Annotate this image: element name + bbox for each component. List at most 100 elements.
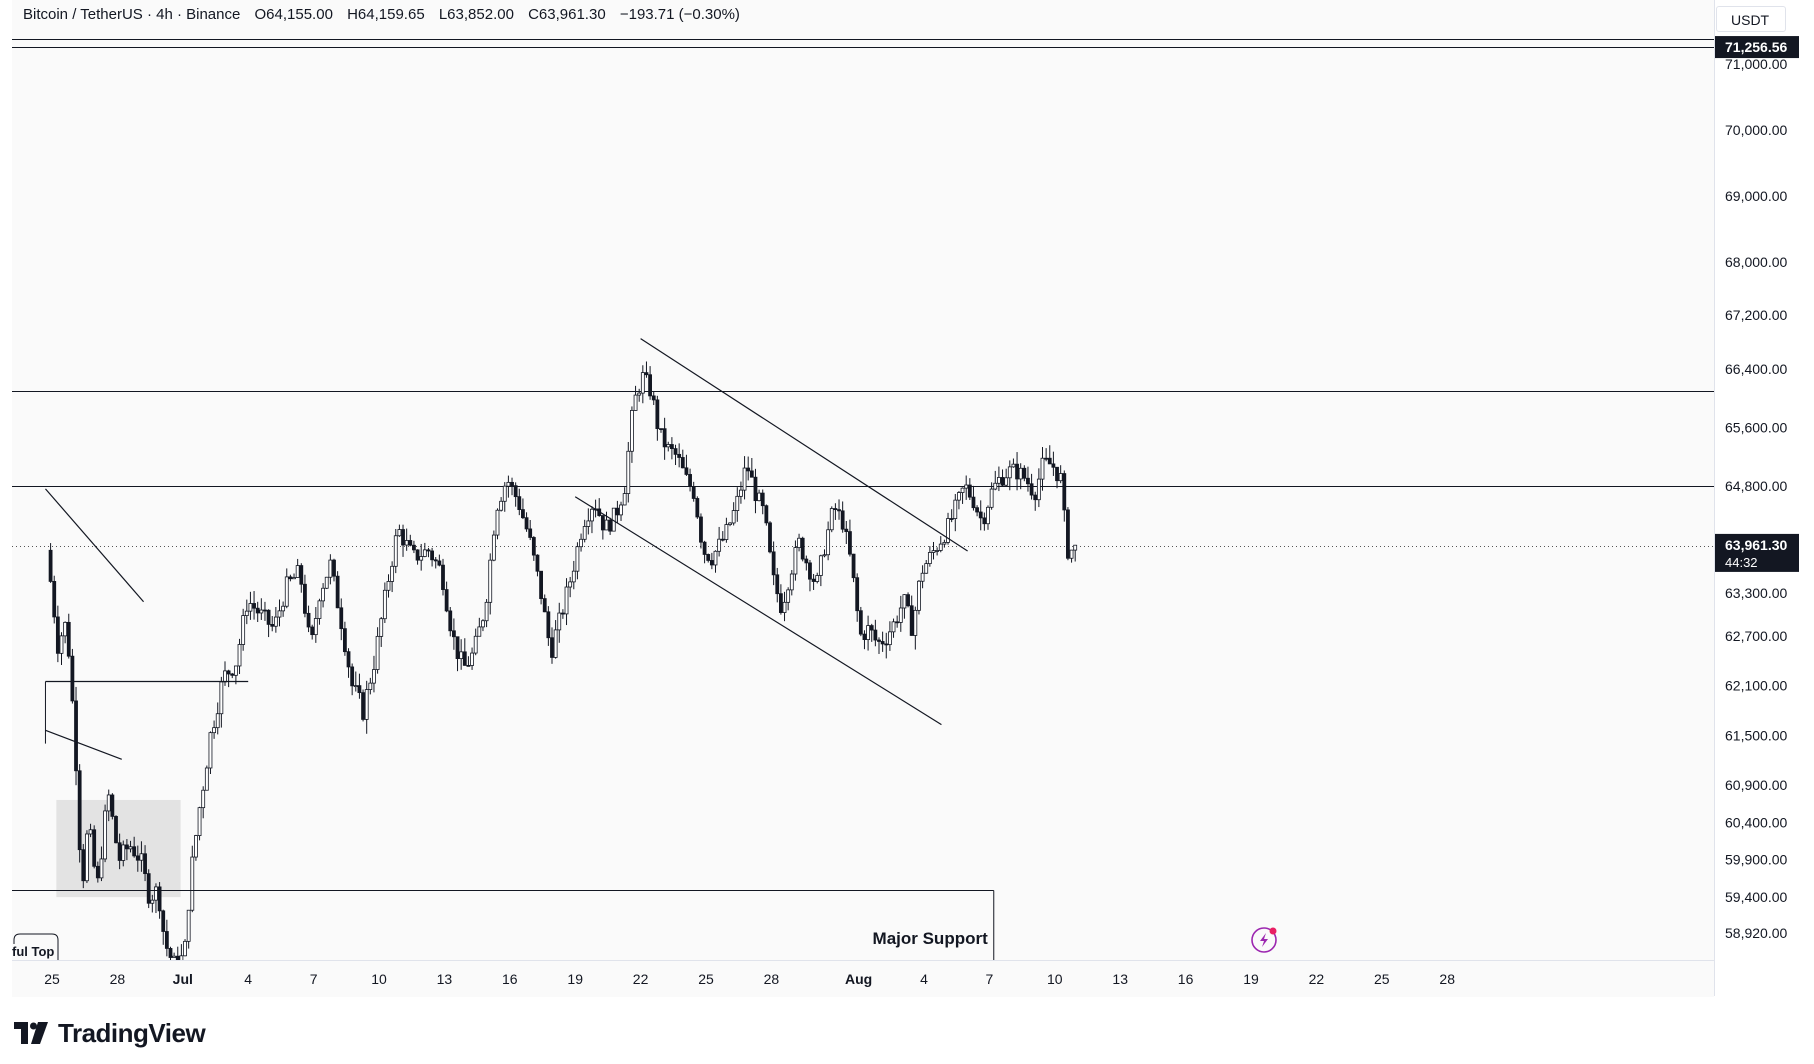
candle-43: [204, 765, 209, 791]
candle-body: [419, 556, 424, 561]
candle-146: [579, 533, 583, 552]
candle-21: [124, 839, 129, 861]
candle-136: [542, 594, 547, 613]
candle-187: [728, 522, 732, 527]
candle-56: [252, 591, 256, 620]
currency-selector[interactable]: USDT: [1716, 6, 1786, 32]
candle-body: [350, 666, 355, 687]
candle-body: [553, 629, 558, 658]
candle-body: [673, 448, 678, 455]
candle-body: [869, 625, 874, 631]
candle-body: [749, 470, 754, 478]
candle-138: [550, 627, 554, 664]
chart-area[interactable]: Major Support ful Top: [12, 0, 1714, 960]
candle-body: [699, 516, 703, 543]
candle-body: [197, 807, 202, 836]
candle-body: [1058, 473, 1063, 482]
candle-215: [829, 506, 834, 533]
candle-body: [586, 520, 591, 527]
candle-body: [862, 633, 867, 641]
candle-body: [844, 528, 849, 532]
candle-14: [99, 846, 104, 882]
candle-237: [909, 595, 914, 636]
candle-106: [433, 557, 438, 569]
candle-47: [219, 676, 224, 728]
candle-76: [324, 576, 329, 590]
candle-body: [528, 528, 533, 538]
candle-body: [284, 576, 289, 607]
candle-230: [884, 632, 889, 659]
candle-93: [386, 574, 391, 598]
candle-247: [946, 512, 950, 545]
candle-213: [822, 549, 827, 558]
candle-body: [448, 610, 453, 632]
candle-204: [789, 570, 794, 596]
candle-body: [103, 810, 107, 860]
ohlc-close: C63,961.30: [528, 6, 606, 23]
price-label-0: 71,256.56: [1725, 39, 1787, 55]
candle-body: [277, 610, 282, 618]
candle-body: [124, 844, 129, 850]
candle-body: [993, 482, 998, 490]
candle-67: [292, 573, 296, 580]
candle-body: [157, 886, 162, 912]
candle-body: [393, 535, 398, 567]
candle-body: [1051, 463, 1056, 468]
candle-body: [1033, 494, 1038, 501]
candle-body: [713, 550, 718, 566]
time-tick-6: 13: [437, 971, 453, 987]
candle-272: [1036, 468, 1041, 508]
candle-259: [989, 482, 994, 510]
candle-body: [488, 559, 493, 603]
candle-22: [128, 840, 133, 853]
candle-body: [179, 955, 184, 960]
candle-body: [935, 550, 940, 552]
candle-body: [782, 601, 787, 613]
candle-body: [1026, 477, 1030, 485]
candle-body: [495, 509, 500, 536]
candle-body: [237, 644, 242, 667]
candle-278: [1058, 465, 1063, 484]
candle-body: [110, 794, 115, 817]
price-axis[interactable]: 71,000.00 70,000.00 69,000.00 68,000.00 67,2…: [1714, 0, 1814, 996]
candle-body: [273, 616, 278, 627]
candle-89: [372, 655, 376, 693]
candle-body: [880, 641, 885, 645]
candle-body: [499, 500, 504, 511]
candle-102: [419, 543, 424, 571]
candle-217: [837, 499, 841, 520]
chart-plot[interactable]: Major Support ful Top: [12, 0, 1714, 960]
candle-229: [880, 631, 885, 652]
candle-96: [397, 524, 402, 537]
candle-body: [964, 484, 969, 489]
price-tick-16: 59,400.00: [1725, 889, 1787, 905]
candle-body: [244, 610, 249, 617]
candle-body: [259, 609, 264, 614]
candle-137: [546, 606, 551, 646]
candle-183: [713, 550, 718, 573]
candle-100: [412, 540, 416, 554]
candle-231: [887, 621, 892, 651]
candle-235: [902, 594, 907, 619]
candle-body: [270, 624, 275, 627]
candle-body: [183, 940, 187, 957]
tradingview-logo[interactable]: TradingView: [14, 1016, 206, 1050]
price-tick-2: 69,000.00: [1725, 188, 1787, 204]
candle-236: [906, 592, 910, 608]
candle-body: [953, 499, 958, 519]
candle-157: [619, 501, 623, 521]
candle-174: [680, 449, 685, 469]
symbol-title[interactable]: Bitcoin / TetherUS · 4h · Binance: [23, 6, 241, 23]
candle-body: [855, 577, 860, 612]
candle-body: [731, 510, 736, 524]
candle-206: [797, 533, 801, 552]
candle-69: [299, 563, 304, 593]
candle-233: [895, 615, 900, 628]
time-axis[interactable]: 25 28 Jul 4 7 10 13 16 19 22 25 28 Aug 4 7 10 13 16 19 22 25…: [12, 960, 1714, 997]
candle-277: [1055, 466, 1059, 489]
candle-209: [808, 559, 812, 592]
candle-25: [139, 841, 144, 872]
candle-221: [851, 553, 856, 583]
candle-119: [481, 619, 485, 632]
candle-63: [277, 599, 282, 627]
